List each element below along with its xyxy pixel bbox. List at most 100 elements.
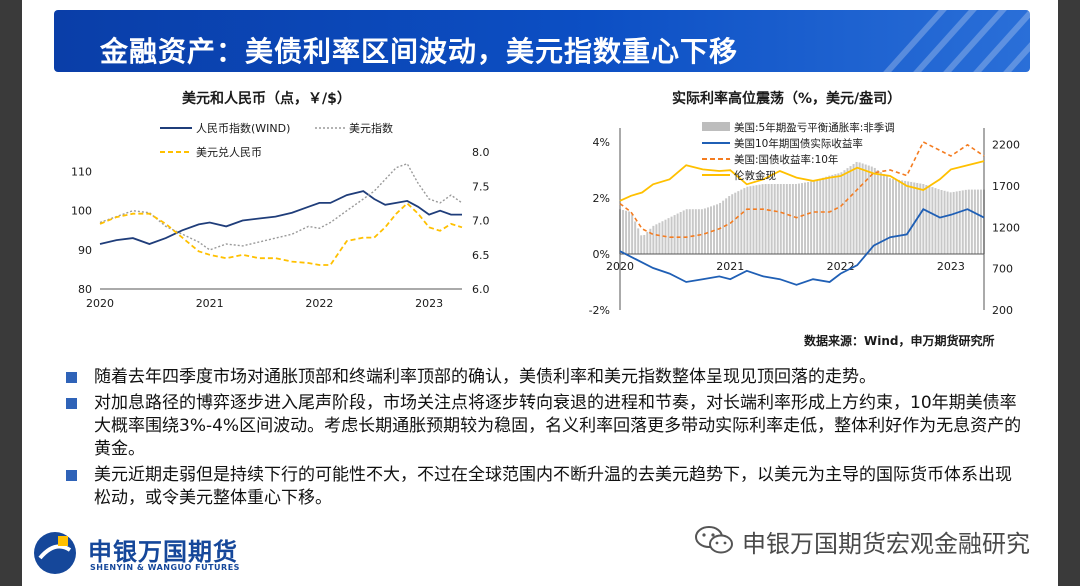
bullet-marker: [66, 398, 77, 409]
right-chart-legend: 美国:5年期盈亏平衡通胀率:非季调 美国10年期国债实际收益率 美国:国债收益率…: [702, 121, 895, 182]
breakeven-bar: [734, 192, 737, 254]
breakeven-bar: [892, 178, 894, 254]
bullet-marker: [66, 372, 77, 383]
right-chart: 4% 2% 0% -2% 2200 1700 1200 700 200 2020 2021 2022 2…: [589, 121, 1020, 317]
breakeven-bar: [788, 184, 791, 254]
breakeven-bar: [643, 234, 646, 254]
bullet-item: 随着去年四季度市场对通胀顶部和终端利率顶部的确认，美债利率和美元指数整体呈现见顶…: [44, 366, 1024, 389]
breakeven-bar: [779, 184, 782, 254]
breakeven-bar: [782, 184, 785, 254]
breakeven-bar: [731, 194, 734, 254]
breakeven-bar: [758, 184, 761, 254]
bullet-text: 美元近期走弱但是持续下行的可能性不大，不过在全球范围内不断升温的去美元趋势下，以…: [94, 465, 1012, 508]
breakeven-bar: [794, 184, 797, 254]
legend-gold: 伦敦金现: [734, 169, 776, 182]
breakeven-bar: [804, 182, 807, 254]
breakeven-bar: [658, 222, 661, 254]
breakeven-bar: [961, 190, 964, 254]
breakeven-bar: [816, 179, 819, 254]
breakeven-bar: [661, 221, 664, 254]
legend-real-yield: 美国10年期国债实际收益率: [734, 137, 863, 150]
right-y2-tick: 700: [992, 263, 1013, 276]
breakeven-bar: [694, 209, 697, 254]
left-y2-tick: 7.0: [472, 215, 490, 228]
left-chart-axes: 110 100 90 80 8.0 7.5 7.0 6.5 6.0 2020 2021 2022 202…: [71, 146, 490, 310]
left-x-tick: 2020: [86, 297, 114, 310]
breakeven-bar: [667, 218, 670, 254]
right-chart-axes: 4% 2% 0% -2% 2200 1700 1200 700 200 2020 2021 2022 2…: [589, 128, 1020, 317]
breakeven-bar: [852, 164, 855, 254]
breakeven-bar: [710, 206, 712, 254]
left-chart-legend: 人民币指数(WIND) 美元指数 美元兑人民币: [160, 121, 393, 159]
breakeven-bar: [873, 167, 876, 254]
breakeven-bar: [797, 183, 800, 254]
right-x-tick: 2022: [827, 260, 855, 273]
watermark-text: 申银万国期货宏观金融研究: [742, 530, 1030, 558]
right-x-tick: 2020: [606, 260, 634, 273]
left-y-tick: 80: [78, 283, 92, 296]
breakeven-bar: [864, 164, 867, 254]
left-series-1: [99, 162, 463, 251]
breakeven-bar: [846, 168, 849, 254]
breakeven-bar: [882, 174, 885, 254]
left-x-tick: 2021: [196, 297, 224, 310]
breakeven-bar: [955, 191, 958, 254]
breakeven-bar: [776, 184, 779, 254]
breakeven-bar: [700, 209, 703, 254]
breakeven-bar: [773, 184, 776, 254]
breakeven-bar: [682, 210, 685, 254]
breakeven-bar: [876, 170, 879, 254]
bullet-item: 美元近期走弱但是持续下行的可能性不大，不过在全球范围内不断升温的去美元趋势下，以…: [44, 464, 1024, 510]
right-y-tick: 0%: [593, 248, 610, 261]
legend-usdcny: 美元兑人民币: [196, 145, 262, 159]
breakeven-bar: [943, 190, 946, 254]
right-y-tick: 2%: [593, 192, 610, 205]
left-x-tick: 2022: [305, 297, 333, 310]
right-y-tick: 4%: [593, 136, 610, 149]
breakeven-bar: [940, 190, 943, 254]
breakeven-bar: [722, 200, 725, 254]
breakeven-bar: [934, 188, 937, 254]
breakeven-bar: [685, 209, 688, 254]
breakeven-bar: [888, 178, 891, 254]
breakeven-bar: [825, 176, 828, 254]
breakeven-bar: [761, 184, 764, 254]
breakeven-bar: [767, 184, 770, 254]
left-series-2: [99, 202, 463, 266]
breakeven-bar: [822, 177, 825, 254]
left-y-tick: 90: [78, 244, 92, 257]
breakeven-bar: [810, 181, 813, 254]
breakeven-bar: [837, 173, 840, 254]
legend-swatch-breakeven: [702, 122, 730, 131]
source-note: 数据来源：Wind，申万期货研究所: [804, 334, 995, 348]
bullet-list: 随着去年四季度市场对通胀顶部和终端利率顶部的确认，美债利率和美元指数整体呈现见顶…: [44, 366, 1024, 513]
breakeven-bar: [716, 204, 719, 254]
left-series-0: [99, 190, 462, 245]
breakeven-bar: [879, 172, 882, 254]
breakeven-bar: [958, 190, 961, 254]
left-y2-tick: 6.0: [472, 283, 490, 296]
breakeven-bar: [928, 186, 931, 254]
bullet-text: 对加息路径的博弈逐步进入尾声阶段，市场关注点将逐步转向衰退的进程和节奏，对长端利…: [94, 393, 1022, 459]
breakeven-bar: [904, 180, 907, 254]
left-y2-tick: 6.5: [472, 249, 490, 262]
breakeven-bar: [970, 189, 973, 254]
breakeven-bar: [895, 179, 898, 254]
right-series-0: [619, 208, 985, 286]
left-chart-lines: [99, 162, 463, 266]
breakeven-bar: [840, 172, 843, 254]
slide: 金融资产：美债利率区间波动，美元指数重心下移 美元和人民币（点，￥/$） 实际利…: [22, 0, 1058, 586]
breakeven-bar: [743, 188, 746, 254]
breakeven-bar: [676, 213, 679, 254]
breakeven-bar: [870, 166, 873, 254]
breakeven-bar: [764, 184, 767, 254]
right-chart-title: 实际利率高位震荡（%，美元/盎司）: [672, 91, 902, 107]
breakeven-bar: [655, 224, 658, 254]
bullet-text: 随着去年四季度市场对通胀顶部和终端利率顶部的确认，美债利率和美元指数整体呈现见顶…: [94, 367, 876, 387]
title-bar: 金融资产：美债利率区间波动，美元指数重心下移: [54, 10, 1030, 72]
breakeven-bar: [931, 187, 934, 254]
breakeven-bar: [670, 216, 673, 254]
left-chart-title: 美元和人民币（点，￥/$）: [182, 91, 351, 107]
breakeven-bar: [949, 192, 952, 254]
breakeven-bar: [885, 176, 888, 254]
